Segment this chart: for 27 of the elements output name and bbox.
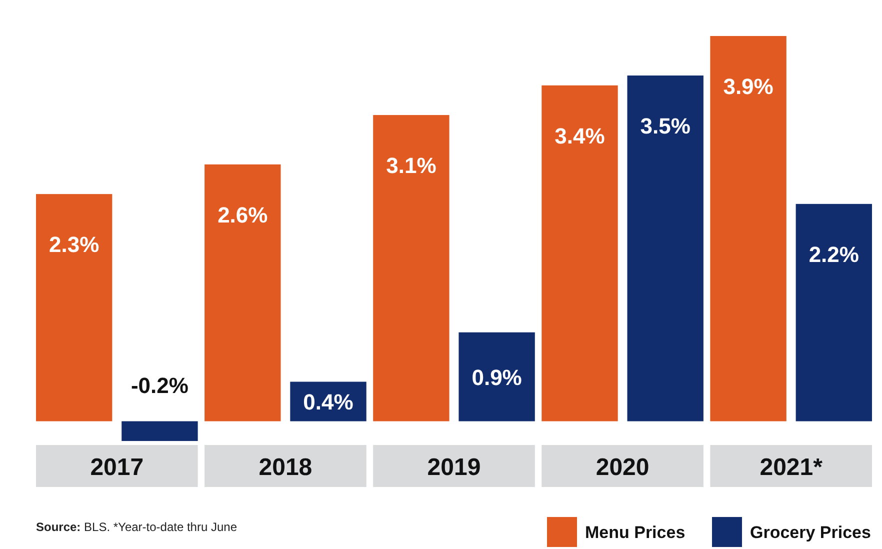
data-label: 0.4% bbox=[303, 389, 354, 414]
data-label: 2.6% bbox=[218, 202, 268, 228]
data-label: 2.2% bbox=[808, 242, 859, 267]
bar bbox=[122, 421, 198, 441]
bar bbox=[796, 204, 872, 422]
x-tick-label: 2019 bbox=[427, 454, 481, 481]
data-label: 3.9% bbox=[723, 74, 774, 99]
bar bbox=[542, 85, 618, 422]
data-label: 3.1% bbox=[386, 153, 436, 178]
legend-label: Grocery Prices bbox=[750, 523, 871, 542]
bar bbox=[627, 76, 704, 422]
data-label: 3.4% bbox=[554, 123, 605, 148]
data-label: 2.3% bbox=[49, 232, 100, 258]
bar bbox=[458, 332, 535, 422]
data-label: 3.5% bbox=[640, 114, 690, 139]
bar bbox=[204, 164, 281, 422]
x-tick-label: 2018 bbox=[258, 454, 312, 481]
source-note: Source: BLS. *Year-to-date thru June bbox=[36, 520, 238, 534]
legend-label: Menu Prices bbox=[585, 523, 686, 542]
x-tick-label: 2017 bbox=[90, 454, 144, 481]
bar bbox=[36, 194, 112, 422]
bar bbox=[373, 115, 450, 422]
bar bbox=[710, 36, 786, 422]
data-label: 0.9% bbox=[472, 364, 522, 390]
x-tick-label: 2020 bbox=[596, 454, 650, 481]
data-label: -0.2% bbox=[130, 373, 188, 398]
x-tick-label: 2021* bbox=[760, 454, 824, 481]
